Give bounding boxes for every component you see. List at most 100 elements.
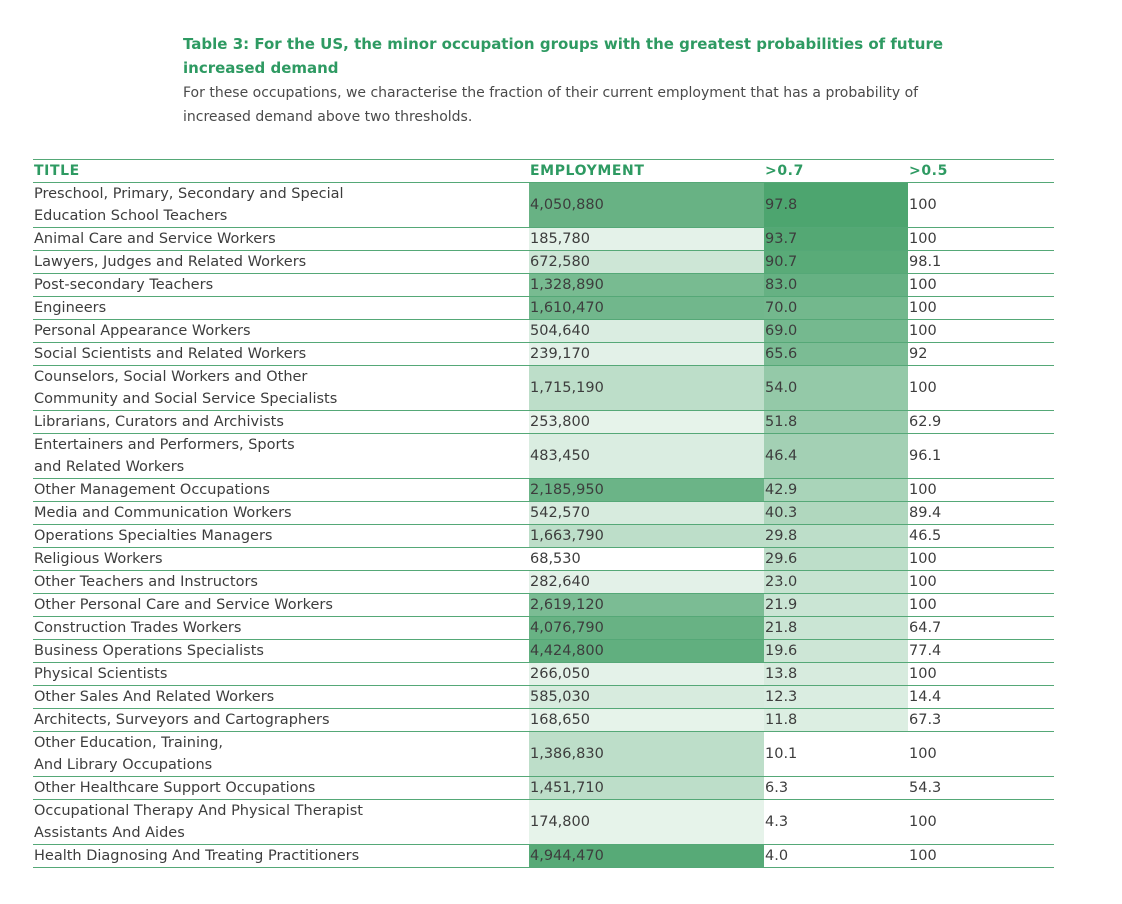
p05-cell: 96.1 — [908, 433, 1054, 479]
occupation-title-line: Education School Teachers — [34, 208, 228, 224]
table-row: Other Sales And Related Workers 585,030 12… — [33, 685, 1054, 709]
occupation-title-line: And Library Occupations — [34, 757, 213, 773]
occupation-title-cell: Other Education, Training, And Library Oc… — [33, 731, 529, 777]
occupation-title-cell: Other Management Occupations — [33, 478, 529, 502]
occupation-title-cell: Religious Workers — [33, 547, 529, 571]
p07-cell: 69.0 — [764, 319, 908, 343]
p07-cell: 97.8 — [764, 182, 908, 228]
employment-cell: 1,610,470 — [529, 296, 764, 320]
table-row: Social Scientists and Related Workers 239… — [33, 342, 1054, 366]
occupation-title-line: Media and Communication Workers — [34, 505, 292, 521]
occupation-title-cell: Physical Scientists — [33, 662, 529, 686]
occupation-title-cell: Media and Communication Workers — [33, 501, 529, 525]
table-row: Engineers 1,610,470 70.0 100 — [33, 296, 1054, 320]
occupation-title-cell: Animal Care and Service Workers — [33, 227, 529, 251]
occupation-title-line: Business Operations Specialists — [34, 643, 264, 659]
p07-cell: 10.1 — [764, 731, 908, 777]
table-row: Lawyers, Judges and Related Workers 672,5… — [33, 250, 1054, 274]
p05-cell: 100 — [908, 844, 1054, 868]
table-row: Health Diagnosing And Treating Practitio… — [33, 844, 1054, 868]
table-row: Architects, Surveyors and Cartographers 1… — [33, 708, 1054, 732]
occupation-title-cell: Other Teachers and Instructors — [33, 570, 529, 594]
table-row: Construction Trades Workers 4,076,790 21.8… — [33, 616, 1054, 640]
p05-cell: 100 — [908, 319, 1054, 343]
employment-cell: 2,185,950 — [529, 478, 764, 502]
table-row: Other Teachers and Instructors 282,640 23.… — [33, 570, 1054, 594]
employment-cell: 542,570 — [529, 501, 764, 525]
table-subtitle: For these occupations, we characterise t… — [183, 85, 919, 125]
p07-cell: 40.3 — [764, 501, 908, 525]
p05-cell: 100 — [908, 799, 1054, 845]
employment-cell: 672,580 — [529, 250, 764, 274]
table-body: Preschool, Primary, Secondary and Specia… — [33, 182, 1054, 868]
table-row: Media and Communication Workers 542,570 40… — [33, 501, 1054, 525]
occupation-title-line: Health Diagnosing And Treating Practitio… — [34, 848, 360, 864]
occupation-title-line: Librarians, Curators and Archivists — [34, 414, 284, 430]
occupation-title-cell: Other Personal Care and Service Workers — [33, 593, 529, 617]
table-row: Business Operations Specialists 4,424,800… — [33, 639, 1054, 663]
occupation-title-line: Entertainers and Performers, Sports — [34, 437, 295, 453]
p05-cell: 100 — [908, 296, 1054, 320]
table-row: Religious Workers 68,530 29.6 100 — [33, 547, 1054, 571]
occupation-table: TITLE EMPLOYMENT >0.7 >0.5 Preschool, Pr… — [33, 159, 1054, 868]
employment-cell: 282,640 — [529, 570, 764, 594]
occupation-title-line: Occupational Therapy And Physical Therap… — [34, 803, 363, 819]
p07-cell: 29.8 — [764, 524, 908, 548]
table-row: Other Management Occupations 2,185,950 42.… — [33, 478, 1054, 502]
occupation-title-line: Other Healthcare Support Occupations — [34, 780, 316, 796]
p07-cell: 46.4 — [764, 433, 908, 479]
occupation-title-line: Physical Scientists — [34, 666, 168, 682]
table-title: Table 3: For the US, the minor occupatio… — [183, 35, 944, 77]
occupation-title-line: Architects, Surveyors and Cartographers — [34, 712, 330, 728]
table-header: Table 3: For the US, the minor occupatio… — [183, 32, 983, 129]
employment-cell: 4,050,880 — [529, 182, 764, 228]
table-row: Personal Appearance Workers 504,640 69.0 10… — [33, 319, 1054, 343]
p07-cell: 29.6 — [764, 547, 908, 571]
occupation-title-line: Operations Specialties Managers — [34, 528, 273, 544]
employment-cell: 1,663,790 — [529, 524, 764, 548]
occupation-title-cell: Architects, Surveyors and Cartographers — [33, 708, 529, 732]
occupation-title-cell: Personal Appearance Workers — [33, 319, 529, 343]
employment-cell: 253,800 — [529, 410, 764, 434]
p05-cell: 100 — [908, 570, 1054, 594]
p05-cell: 100 — [908, 731, 1054, 777]
p07-cell: 54.0 — [764, 365, 908, 411]
employment-cell: 483,450 — [529, 433, 764, 479]
column-header-employment: EMPLOYMENT — [529, 159, 764, 183]
occupation-title-line: Post-secondary Teachers — [34, 277, 214, 293]
employment-cell: 4,076,790 — [529, 616, 764, 640]
employment-cell: 1,715,190 — [529, 365, 764, 411]
p07-cell: 12.3 — [764, 685, 908, 709]
table-row: Librarians, Curators and Archivists 253,8… — [33, 410, 1054, 434]
p07-cell: 90.7 — [764, 250, 908, 274]
occupation-title-cell: Other Sales And Related Workers — [33, 685, 529, 709]
p05-cell: 100 — [908, 547, 1054, 571]
occupation-title-line: and Related Workers — [34, 459, 185, 475]
p05-cell: 92 — [908, 342, 1054, 366]
table-row: Animal Care and Service Workers 185,780 93… — [33, 227, 1054, 251]
p07-cell: 21.8 — [764, 616, 908, 640]
occupation-title-cell: Operations Specialties Managers — [33, 524, 529, 548]
occupation-title-line: Lawyers, Judges and Related Workers — [34, 254, 307, 270]
occupation-title-cell: Entertainers and Performers, Sports and R… — [33, 433, 529, 479]
employment-cell: 239,170 — [529, 342, 764, 366]
occupation-title-cell: Social Scientists and Related Workers — [33, 342, 529, 366]
occupation-title-cell: Health Diagnosing And Treating Practitio… — [33, 844, 529, 868]
occupation-title-line: Other Education, Training, — [34, 735, 224, 751]
table-row: Operations Specialties Managers 1,663,790… — [33, 524, 1054, 548]
employment-cell: 1,451,710 — [529, 776, 764, 800]
p07-cell: 13.8 — [764, 662, 908, 686]
occupation-title-line: Social Scientists and Related Workers — [34, 346, 307, 362]
p05-cell: 100 — [908, 365, 1054, 411]
table-row: Physical Scientists 266,050 13.8 100 — [33, 662, 1054, 686]
table-row: Entertainers and Performers, Sports and R… — [33, 433, 1054, 479]
occupation-title-cell: Lawyers, Judges and Related Workers — [33, 250, 529, 274]
p07-cell: 70.0 — [764, 296, 908, 320]
occupation-title-line: Other Personal Care and Service Workers — [34, 597, 333, 613]
p07-cell: 11.8 — [764, 708, 908, 732]
occupation-title-cell: Occupational Therapy And Physical Therap… — [33, 799, 529, 845]
p05-cell: 67.3 — [908, 708, 1054, 732]
p07-cell: 93.7 — [764, 227, 908, 251]
employment-cell: 2,619,120 — [529, 593, 764, 617]
table-row: Other Education, Training, And Library Oc… — [33, 731, 1054, 777]
